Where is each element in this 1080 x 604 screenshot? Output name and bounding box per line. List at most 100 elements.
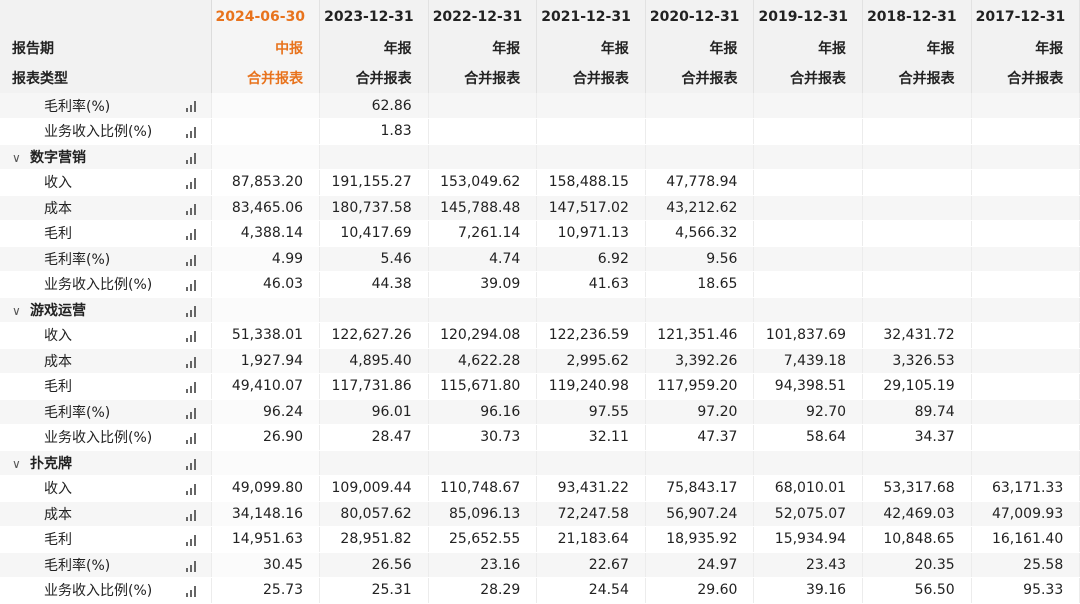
value-cell <box>862 297 972 323</box>
group-row[interactable]: ∨ 游戏运营 <box>0 297 1080 323</box>
value-cell: 29.60 <box>645 577 755 604</box>
table-header: 2024-06-30 2023-12-31 2022-12-31 2021-12-31… <box>0 0 1080 93</box>
value-cell <box>753 220 864 247</box>
group-row[interactable]: ∨ 数字营销 <box>0 144 1080 170</box>
row-label-cell: 收入 <box>0 475 212 502</box>
value-cell: 94,398.51 <box>753 373 864 400</box>
chevron-down-icon[interactable]: ∨ <box>12 303 21 318</box>
row-label-cell: 成本 <box>0 348 212 374</box>
bar-chart-icon[interactable] <box>185 203 199 215</box>
value-cell: 46.03 <box>211 271 321 298</box>
value-cell: 18.65 <box>645 271 755 298</box>
value-cell: 117,959.20 <box>645 373 755 400</box>
bar-chart-icon[interactable] <box>185 101 199 112</box>
value-cell: 1.83 <box>319 118 429 145</box>
group-row[interactable]: ∨ 扑克牌 <box>0 450 1080 476</box>
value-cell: 115,671.80 <box>428 373 538 400</box>
table-row: 成本 34,148.16 80,057.62 85,096.13 72,247.58 56… <box>0 501 1080 527</box>
bar-chart-icon[interactable] <box>185 433 199 444</box>
value-cell <box>971 450 1080 476</box>
value-cell: 117,731.86 <box>319 373 429 400</box>
bar-chart-icon[interactable] <box>185 254 199 266</box>
value-cell: 158,488.15 <box>536 169 646 196</box>
row-label: 毛利率(%) <box>44 404 111 421</box>
bar-chart-icon[interactable] <box>185 305 199 317</box>
value-cell <box>862 220 972 247</box>
value-cell: 23.43 <box>753 552 864 578</box>
bar-chart-icon[interactable] <box>185 407 199 419</box>
bar-chart-icon[interactable] <box>185 331 199 342</box>
row-label: 毛利率(%) <box>44 557 111 574</box>
table-row: 收入 51,338.01 122,627.26 120,294.08 122,236.5… <box>0 322 1080 349</box>
header-period-date-6[interactable]: 2018-12-31 <box>862 0 972 33</box>
header-period-date-4[interactable]: 2020-12-31 <box>645 0 755 33</box>
row-label-cell: 收入 <box>0 169 212 196</box>
chevron-down-icon[interactable]: ∨ <box>12 150 21 165</box>
value-cell <box>971 144 1080 170</box>
header-row-date: 2024-06-30 2023-12-31 2022-12-31 2021-12-31… <box>0 0 1080 33</box>
value-cell: 20.35 <box>862 552 972 578</box>
bar-chart-icon[interactable] <box>185 152 199 164</box>
table-row: 毛利 14,951.63 28,951.82 25,652.55 21,183.64 18… <box>0 526 1080 553</box>
value-cell <box>862 144 972 170</box>
header-period-date-7[interactable]: 2017-12-31 <box>971 0 1080 33</box>
row-label-cell: 毛利率(%) <box>0 399 212 425</box>
bar-chart-icon[interactable] <box>185 229 199 240</box>
value-cell: 30.45 <box>211 552 321 578</box>
value-cell: 96.24 <box>211 399 321 425</box>
value-cell <box>645 450 755 476</box>
value-cell <box>862 118 972 145</box>
bar-chart-icon[interactable] <box>185 382 199 393</box>
header-period-date-5[interactable]: 2019-12-31 <box>753 0 864 33</box>
bar-chart-icon[interactable] <box>185 178 199 189</box>
value-cell: 47,009.93 <box>971 501 1080 527</box>
value-cell: 83,465.06 <box>211 195 321 221</box>
value-cell <box>753 271 864 298</box>
value-cell <box>971 195 1080 221</box>
value-cell: 5.46 <box>319 246 429 272</box>
table-row: 业务收入比例(%) 1.83 <box>0 118 1080 145</box>
bar-chart-icon[interactable] <box>185 586 199 597</box>
row-label: 业务收入比例(%) <box>44 124 153 141</box>
chevron-down-icon[interactable]: ∨ <box>12 456 21 471</box>
value-cell: 89.74 <box>862 399 972 425</box>
header-period-type-2: 年报 <box>428 33 538 63</box>
bar-chart-icon[interactable] <box>185 484 199 495</box>
value-cell: 47.37 <box>645 424 755 451</box>
bar-chart-icon[interactable] <box>185 127 199 138</box>
value-cell <box>862 195 972 221</box>
value-cell: 75,843.17 <box>645 475 755 502</box>
value-cell: 72,247.58 <box>536 501 646 527</box>
table-row: 业务收入比例(%) 25.73 25.31 28.29 24.54 29.60 39.16 5… <box>0 577 1080 604</box>
header-period-date-1[interactable]: 2023-12-31 <box>319 0 429 33</box>
value-cell: 47,778.94 <box>645 169 755 196</box>
value-cell: 4.74 <box>428 246 538 272</box>
value-cell <box>211 297 321 323</box>
value-cell: 58.64 <box>753 424 864 451</box>
header-period-date-2[interactable]: 2022-12-31 <box>428 0 538 33</box>
value-cell: 145,788.48 <box>428 195 538 221</box>
header-period-type-4: 年报 <box>645 33 755 63</box>
header-period-date-3[interactable]: 2021-12-31 <box>536 0 646 33</box>
bar-chart-icon[interactable] <box>185 280 199 291</box>
bar-chart-icon[interactable] <box>185 458 199 470</box>
value-cell: 28,951.82 <box>319 526 429 553</box>
value-cell <box>645 144 755 170</box>
value-cell: 80,057.62 <box>319 501 429 527</box>
row-label-cell: 毛利 <box>0 526 212 553</box>
bar-chart-icon[interactable] <box>185 535 199 546</box>
value-cell <box>971 348 1080 374</box>
bar-chart-icon[interactable] <box>185 356 199 368</box>
value-cell: 191,155.27 <box>319 169 429 196</box>
value-cell: 68,010.01 <box>753 475 864 502</box>
value-cell: 122,627.26 <box>319 322 429 349</box>
bar-chart-icon[interactable] <box>185 560 199 572</box>
value-cell: 25.31 <box>319 577 429 604</box>
table-row: 毛利率(%) 30.45 26.56 23.16 22.67 24.97 23.43 20.3… <box>0 552 1080 578</box>
value-cell <box>971 399 1080 425</box>
value-cell: 26.90 <box>211 424 321 451</box>
value-cell: 25,652.55 <box>428 526 538 553</box>
header-period-date-0[interactable]: 2024-06-30 <box>211 0 321 33</box>
value-cell: 56,907.24 <box>645 501 755 527</box>
bar-chart-icon[interactable] <box>185 509 199 521</box>
